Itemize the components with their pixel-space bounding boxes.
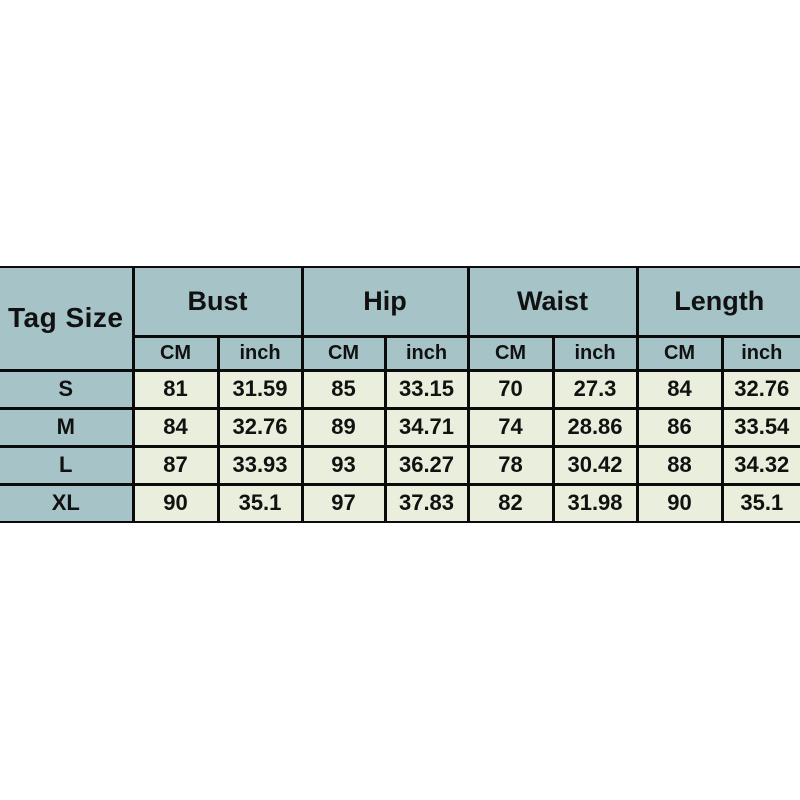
unit-header-hip-inch: inch (383, 334, 470, 372)
measurement-cell: 37.83 (383, 482, 470, 523)
unit-header-row: CM inch CM inch CM inch CM inch (0, 334, 800, 372)
measurement-cell: 84 (131, 406, 220, 448)
corner-header-tag-size: Tag Size (0, 266, 135, 372)
measurement-cell: 84 (635, 368, 724, 410)
size-label-cell: M (0, 406, 135, 448)
measurement-cell: 90 (131, 482, 220, 523)
size-row-m: M 84 32.76 89 34.71 74 28.86 86 33.54 (0, 406, 800, 448)
measurement-cell: 31.59 (216, 368, 304, 410)
measurement-cell: 32.76 (720, 368, 800, 410)
measurement-cell: 70 (466, 368, 555, 410)
unit-header-waist-cm: CM (466, 334, 555, 372)
unit-header-length-inch: inch (720, 334, 800, 372)
measurement-cell: 88 (635, 444, 724, 486)
size-chart-table: Tag Size Bust Hip Waist Length CM inch C… (0, 266, 800, 523)
measurement-cell: 86 (635, 406, 724, 448)
column-group-hip: Hip (300, 266, 470, 338)
column-group-length: Length (635, 266, 800, 338)
measurement-cell: 33.15 (383, 368, 470, 410)
measurement-cell: 85 (300, 368, 387, 410)
measurement-cell: 36.27 (383, 444, 470, 486)
measurement-cell: 35.1 (720, 482, 800, 523)
measurement-cell: 82 (466, 482, 555, 523)
measurement-cell: 87 (131, 444, 220, 486)
measurement-cell: 93 (300, 444, 387, 486)
group-header-row: Tag Size Bust Hip Waist Length (0, 266, 800, 372)
measurement-cell: 74 (466, 406, 555, 448)
unit-header-bust-cm: CM (133, 334, 220, 372)
measurement-cell: 90 (635, 482, 724, 523)
measurement-cell: 32.76 (216, 406, 304, 448)
unit-header-length-cm: CM (635, 334, 724, 372)
size-row-xl: XL 90 35.1 97 37.83 82 31.98 90 35.1 (0, 482, 800, 523)
measurement-cell: 28.86 (551, 406, 639, 448)
measurement-cell: 97 (300, 482, 387, 523)
measurement-cell: 89 (300, 406, 387, 448)
measurement-cell: 30.42 (551, 444, 639, 486)
unit-header-waist-inch: inch (551, 334, 639, 372)
size-label-cell: XL (0, 482, 135, 523)
column-group-waist: Waist (466, 266, 639, 338)
size-row-l: L 87 33.93 93 36.27 78 30.42 88 34.32 (0, 444, 800, 486)
size-label-cell: L (0, 444, 135, 486)
measurement-cell: 34.71 (383, 406, 470, 448)
size-chart: Tag Size Bust Hip Waist Length CM inch C… (0, 266, 800, 523)
measurement-cell: 34.32 (720, 444, 800, 486)
size-row-s: S 81 31.59 85 33.15 70 27.3 84 32.76 (0, 368, 800, 410)
unit-header-hip-cm: CM (300, 334, 387, 372)
unit-header-bust-inch: inch (216, 334, 304, 372)
measurement-cell: 81 (131, 368, 220, 410)
measurement-cell: 35.1 (216, 482, 304, 523)
measurement-cell: 33.93 (216, 444, 304, 486)
measurement-cell: 27.3 (551, 368, 639, 410)
measurement-cell: 31.98 (551, 482, 639, 523)
measurement-cell: 78 (466, 444, 555, 486)
measurement-cell: 33.54 (720, 406, 800, 448)
size-label-cell: S (0, 368, 135, 410)
column-group-bust: Bust (131, 266, 304, 338)
